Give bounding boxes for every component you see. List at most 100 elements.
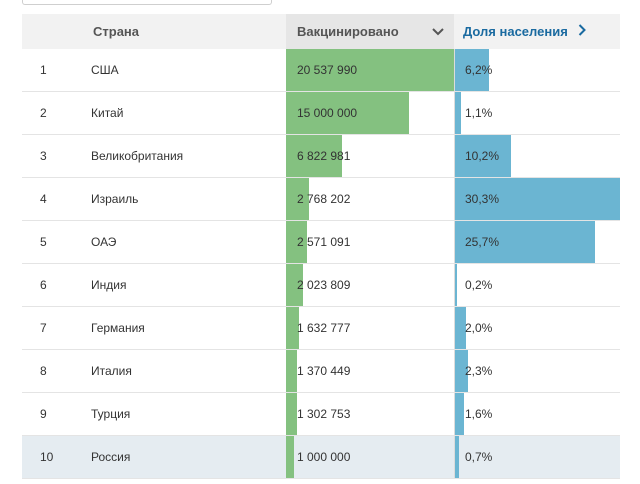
rank-cell: 1 xyxy=(40,63,47,77)
share-cell: 30,3% xyxy=(454,178,620,220)
rank-cell: 3 xyxy=(40,149,47,163)
table-row[interactable]: 7 Германия 1 632 777 2,0% xyxy=(22,307,620,350)
rank-cell: 4 xyxy=(40,192,47,206)
country-cell: Китай xyxy=(91,106,124,120)
share-bar xyxy=(455,350,468,392)
country-cell: Турция xyxy=(91,407,131,421)
share-value: 30,3% xyxy=(465,192,500,206)
share-header-label: Доля населения xyxy=(463,24,568,39)
vaccinated-value: 2 023 809 xyxy=(297,278,351,292)
country-cell: Германия xyxy=(91,321,145,335)
vaccinated-value: 1 632 777 xyxy=(297,321,351,335)
share-value: 1,6% xyxy=(465,407,493,421)
vaccination-table: Страна Вакцинировано Доля населения 1 СШ… xyxy=(22,14,620,479)
vaccinated-bar xyxy=(286,350,297,392)
vaccinated-bar xyxy=(286,393,297,435)
chevron-down-icon[interactable] xyxy=(432,24,444,39)
share-cell: 6,2% xyxy=(454,49,620,91)
share-cell: 10,2% xyxy=(454,135,620,177)
vaccinated-cell: 1 000 000 xyxy=(286,436,454,478)
vaccinated-value: 1 000 000 xyxy=(297,450,351,464)
country-cell: Израиль xyxy=(91,192,139,206)
vaccinated-cell: 2 768 202 xyxy=(286,178,454,220)
country-column-header[interactable]: Страна xyxy=(93,24,140,39)
table-row[interactable]: 1 США 20 537 990 6,2% xyxy=(22,49,620,92)
country-cell: Россия xyxy=(91,450,131,464)
share-value: 25,7% xyxy=(465,235,500,249)
share-value: 2,3% xyxy=(465,364,493,378)
country-cell: США xyxy=(91,63,119,77)
rank-header xyxy=(22,14,80,49)
rank-cell: 8 xyxy=(40,364,47,378)
vaccinated-cell: 6 822 981 xyxy=(286,135,454,177)
vaccinated-bar xyxy=(286,135,342,177)
share-cell: 2,3% xyxy=(454,350,620,392)
vaccinated-value: 20 537 990 xyxy=(297,63,358,77)
table-row[interactable]: 10 Россия 1 000 000 0,7% xyxy=(22,436,620,479)
share-value: 10,2% xyxy=(465,149,500,163)
vaccinated-bar xyxy=(286,436,294,478)
vaccinated-column-header[interactable]: Вакцинировано xyxy=(286,14,454,49)
vaccinated-value: 6 822 981 xyxy=(297,149,351,163)
search-input[interactable] xyxy=(22,0,272,5)
table-header: Страна Вакцинировано Доля населения xyxy=(22,14,620,49)
vaccinated-cell: 1 370 449 xyxy=(286,350,454,392)
share-column-header[interactable]: Доля населения xyxy=(454,14,620,49)
vaccinated-cell: 20 537 990 xyxy=(286,49,454,91)
share-bar xyxy=(455,221,595,263)
share-cell: 1,6% xyxy=(454,393,620,435)
rank-cell: 9 xyxy=(40,407,47,421)
rank-cell: 7 xyxy=(40,321,47,335)
table-row[interactable]: 6 Индия 2 023 809 0,2% xyxy=(22,264,620,307)
vaccinated-value: 1 302 753 xyxy=(297,407,351,421)
share-cell: 25,7% xyxy=(454,221,620,263)
vaccinated-value: 15 000 000 xyxy=(297,106,358,120)
table-row[interactable]: 2 Китай 15 000 000 1,1% xyxy=(22,92,620,135)
rank-cell: 2 xyxy=(40,106,47,120)
share-cell: 0,7% xyxy=(454,436,620,478)
vaccinated-value: 1 370 449 xyxy=(297,364,351,378)
vaccinated-cell: 2 571 091 xyxy=(286,221,454,263)
vaccinated-bar xyxy=(286,221,307,263)
share-cell: 1,1% xyxy=(454,92,620,134)
table-row[interactable]: 8 Италия 1 370 449 2,3% xyxy=(22,350,620,393)
share-bar xyxy=(455,307,466,349)
share-cell: 2,0% xyxy=(454,307,620,349)
table-row[interactable]: 5 ОАЭ 2 571 091 25,7% xyxy=(22,221,620,264)
country-cell: Индия xyxy=(91,278,127,292)
vaccinated-cell: 2 023 809 xyxy=(286,264,454,306)
vaccinated-cell: 1 632 777 xyxy=(286,307,454,349)
vaccinated-cell: 1 302 753 xyxy=(286,393,454,435)
share-bar xyxy=(455,436,459,478)
rank-cell: 6 xyxy=(40,278,47,292)
table-row[interactable]: 3 Великобритания 6 822 981 10,2% xyxy=(22,135,620,178)
share-bar xyxy=(455,135,511,177)
share-cell: 0,2% xyxy=(454,264,620,306)
vaccinated-bar xyxy=(286,264,303,306)
share-bar xyxy=(455,264,457,306)
share-value: 2,0% xyxy=(465,321,493,335)
table-row[interactable]: 9 Турция 1 302 753 1,6% xyxy=(22,393,620,436)
country-cell: Великобритания xyxy=(91,149,184,163)
share-value: 0,7% xyxy=(465,450,493,464)
vaccinated-value: 2 571 091 xyxy=(297,235,351,249)
country-cell: Италия xyxy=(91,364,132,378)
share-bar xyxy=(455,49,489,91)
vaccinated-bar xyxy=(286,307,299,349)
vaccinated-bar xyxy=(286,178,309,220)
rank-cell: 10 xyxy=(40,450,54,464)
chevron-right-icon[interactable] xyxy=(578,24,586,39)
share-value: 6,2% xyxy=(465,63,493,77)
vaccinated-cell: 15 000 000 xyxy=(286,92,454,134)
rank-cell: 5 xyxy=(40,235,47,249)
vaccinated-header-label: Вакцинировано xyxy=(297,24,399,39)
share-value: 0,2% xyxy=(465,278,493,292)
vaccinated-bar xyxy=(286,49,454,91)
share-bar xyxy=(455,393,464,435)
country-cell: ОАЭ xyxy=(91,235,117,249)
share-value: 1,1% xyxy=(465,106,493,120)
share-bar xyxy=(455,178,620,220)
share-bar xyxy=(455,92,461,134)
table-row[interactable]: 4 Израиль 2 768 202 30,3% xyxy=(22,178,620,221)
vaccinated-value: 2 768 202 xyxy=(297,192,351,206)
